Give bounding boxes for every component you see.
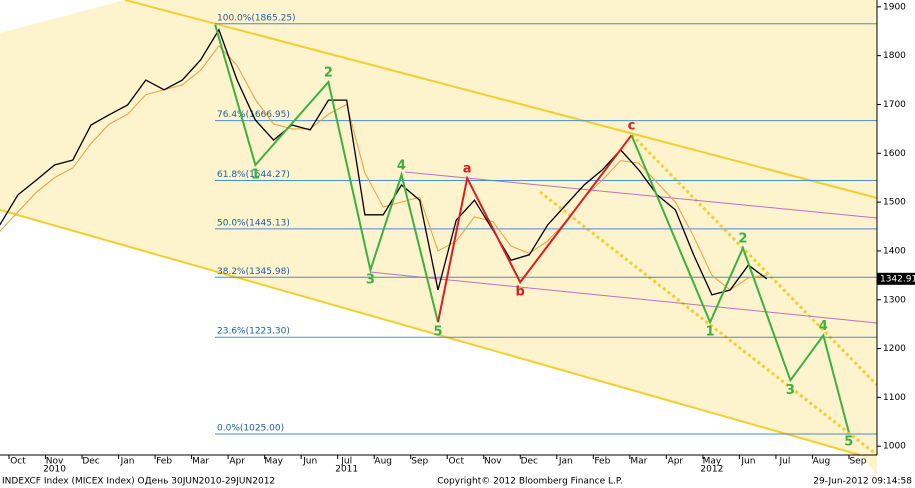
- x-tick-label: Nov: [484, 457, 502, 467]
- wave-line: [214, 24, 439, 323]
- x-tick-label: Aug: [813, 457, 831, 467]
- y-tick-label: 1200: [883, 344, 906, 354]
- wave-label: a: [463, 162, 472, 177]
- channel-fill: [0, 0, 877, 475]
- x-year-label: 2011: [335, 465, 358, 475]
- x-tick-label: May: [703, 457, 722, 467]
- x-tick-label: May: [264, 457, 283, 467]
- x-tick-label: Sep: [849, 457, 866, 467]
- y-tick-label: 1900: [883, 2, 906, 12]
- series-line: [0, 28, 768, 296]
- wave-label: 1: [706, 325, 715, 340]
- x-tick-label: Mar: [192, 457, 209, 467]
- wave-label: 5: [433, 325, 442, 340]
- x-tick-label: Jan: [120, 457, 135, 467]
- x-tick-label: Feb: [156, 457, 172, 467]
- x-year-label: 2010: [43, 465, 66, 475]
- x-tick-label: Dec: [82, 457, 99, 467]
- y-tick-label: 1600: [883, 149, 906, 159]
- x-tick-label: Jan: [558, 457, 573, 467]
- x-tick-label: Nov: [46, 457, 64, 467]
- x-tick-label: Sep: [411, 457, 428, 467]
- purple-line: [404, 171, 878, 219]
- wave-label: 4: [397, 158, 406, 173]
- dotted-channel: [630, 133, 879, 387]
- purple-line: [369, 271, 878, 324]
- fib-label: 38.2%(1345.98): [217, 267, 290, 277]
- footer-right: 29-Jun-2012 09:14:58: [813, 477, 912, 487]
- wave-label: b: [515, 285, 524, 300]
- x-tick-label: Dec: [521, 457, 538, 467]
- x-tick-label: Apr: [668, 457, 684, 467]
- wave-line: [630, 134, 850, 433]
- fib-label: 61.8%(1544.27): [217, 170, 290, 180]
- corner-fill: [0, 0, 125, 33]
- last-price-label: 1342.91: [880, 274, 915, 284]
- wave-label: 2: [738, 232, 747, 247]
- x-tick-label: Jul: [340, 457, 352, 467]
- dotted-channel: [539, 190, 878, 457]
- y-tick-label: 1100: [883, 393, 906, 403]
- x-tick-label: Apr: [229, 457, 245, 467]
- wave-label: 3: [366, 272, 375, 287]
- x-tick-label: Aug: [374, 457, 392, 467]
- y-tick-label: 1300: [883, 295, 906, 305]
- x-tick-label: Jun: [740, 457, 755, 467]
- fib-label: 50.0%(1445.13): [217, 218, 290, 228]
- y-tick-label: 1400: [883, 246, 906, 256]
- wave-label: c: [628, 119, 636, 134]
- x-tick-label: Jun: [302, 457, 317, 467]
- x-tick-label: Oct: [448, 457, 464, 467]
- series-line: [0, 45, 767, 291]
- channel-lower: [0, 209, 861, 456]
- footer-center: Copyright© 2012 Bloomberg Finance L.P.: [437, 477, 622, 487]
- fib-label: 23.6%(1223.30): [217, 327, 290, 337]
- y-tick-label: 1800: [883, 51, 906, 61]
- x-tick-label: Oct: [10, 457, 26, 467]
- x-tick-label: Jul: [778, 457, 790, 467]
- x-year-label: 2012: [700, 465, 723, 475]
- wave-label: 4: [819, 319, 828, 334]
- last-price-tag: [877, 272, 915, 285]
- x-tick-label: Feb: [594, 457, 610, 467]
- chart-layer: 100.0%(1865.25)76.4%(1666.95)61.8%(1544.…: [0, 13, 877, 450]
- x-tick-label: Mar: [630, 457, 647, 467]
- channel-upper: [124, 0, 878, 199]
- wave-label: 2: [324, 66, 333, 81]
- wave-label: 5: [844, 435, 853, 450]
- wave-label: 1: [251, 168, 260, 183]
- y-tick-label: 1500: [883, 198, 906, 208]
- footer-left: INDEXCF Index (MICEX Index) OДень 30JUN2…: [2, 477, 275, 487]
- fib-label: 100.0%(1865.25): [217, 13, 296, 23]
- wave-label: 3: [786, 383, 795, 398]
- fib-label: 0.0%(1025.00): [217, 424, 284, 434]
- wave-line: [437, 134, 633, 323]
- y-tick-label: 1700: [883, 100, 906, 110]
- y-tick-label: 1000: [883, 442, 906, 452]
